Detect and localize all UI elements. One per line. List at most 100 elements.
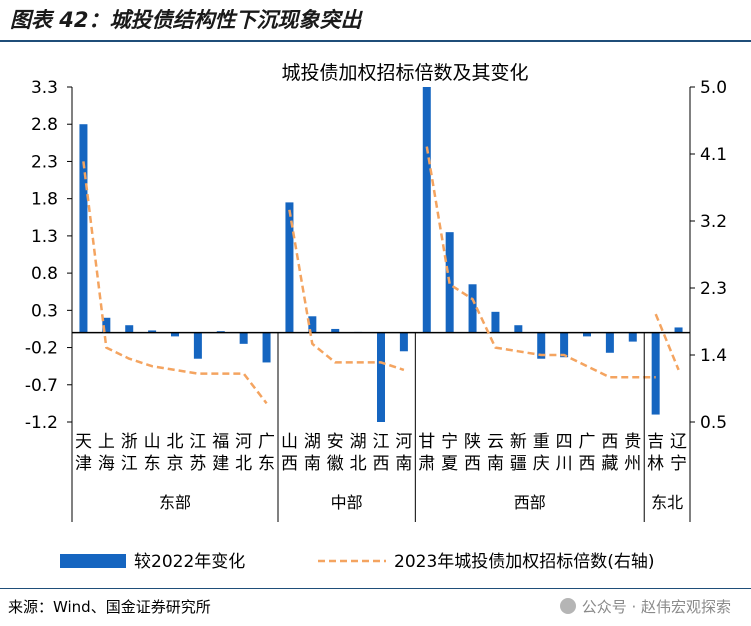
x-tick-label: 上	[98, 432, 115, 452]
y-right-tick-label: 3.2	[700, 212, 727, 232]
x-tick-label: 南	[395, 454, 412, 474]
legend-bar-swatch	[60, 554, 126, 568]
bar	[262, 332, 271, 363]
bar	[79, 124, 88, 333]
legend-line-label: 2023年城投债加权招标倍数(右轴)	[394, 552, 655, 572]
group-label: 西部	[514, 493, 546, 512]
bar	[377, 332, 385, 422]
bar	[628, 332, 637, 342]
x-tick-label: 安	[327, 432, 344, 452]
x-tick-label: 吉	[647, 432, 664, 452]
bar	[491, 311, 500, 333]
x-tick-label: 南	[487, 454, 504, 474]
bar	[674, 327, 683, 333]
x-tick-label: 新	[510, 432, 527, 452]
x-tick-label: 肃	[418, 454, 435, 474]
x-tick-label: 津	[75, 454, 92, 474]
line-segment	[288, 209, 405, 372]
x-tick-label: 西	[373, 454, 390, 474]
x-tick-label: 州	[624, 454, 641, 474]
x-tick-label: 甘	[418, 432, 435, 452]
x-tick-label: 夏	[441, 454, 458, 474]
x-tick-label: 藏	[601, 454, 618, 474]
x-tick-label: 福	[212, 432, 229, 452]
x-tick-label: 广	[579, 432, 596, 452]
x-tick-label: 湖	[304, 432, 321, 452]
bar	[239, 332, 248, 344]
x-tick-label: 疆	[510, 454, 527, 474]
group-label: 东北	[651, 493, 683, 512]
x-tick-label: 云	[487, 432, 504, 452]
bar	[399, 332, 408, 352]
y-right-tick-label: 2.3	[700, 279, 727, 299]
watermark-text: 公众号 · 赵伟宏观探索	[581, 598, 731, 616]
x-tick-label: 林	[647, 454, 664, 474]
chart-title: 城投债加权招标倍数及其变化	[281, 62, 528, 84]
y-left-tick-label: 2.8	[31, 115, 58, 135]
bar	[102, 317, 111, 333]
x-tick-label: 东	[258, 454, 275, 474]
x-tick-label: 宁	[670, 454, 687, 474]
source-note: 来源：Wind、国金证券研究所	[8, 598, 211, 616]
bar	[605, 332, 614, 353]
group-label: 中部	[331, 493, 363, 512]
x-tick-label: 贵	[624, 432, 641, 452]
y-right-tick-label: 0.5	[700, 413, 727, 433]
bar	[331, 328, 340, 333]
x-tick-label: 建	[212, 454, 229, 474]
x-tick-label: 京	[167, 454, 184, 474]
legend: 较2022年变化 2023年城投债加权招标倍数(右轴)	[60, 552, 655, 572]
bottom-rule	[0, 588, 751, 589]
x-tick-label: 西	[281, 454, 298, 474]
bar	[285, 202, 294, 333]
bar	[422, 87, 431, 333]
x-tick-label: 东	[144, 454, 161, 474]
x-tick-label: 山	[281, 432, 298, 452]
x-tick-label: 西	[579, 454, 596, 474]
line-segment	[82, 161, 268, 405]
y-left-tick-label: -1.2	[25, 413, 58, 433]
bar	[125, 325, 134, 333]
x-tick-label: 重	[533, 432, 550, 452]
x-tick-label: 苏	[189, 454, 206, 474]
y-left-tick-label: 3.3	[31, 78, 58, 98]
x-tick-label: 浙	[121, 432, 138, 452]
y-left-tick-label: -0.2	[25, 339, 58, 359]
x-tick-label: 广	[258, 432, 275, 452]
x-tick-label: 西	[464, 454, 481, 474]
x-tick-label: 江	[373, 432, 390, 452]
x-tick-label: 辽	[670, 432, 687, 452]
x-tick-label: 庆	[533, 454, 550, 474]
x-tick-label: 宁	[441, 432, 458, 452]
x-tick-label: 江	[189, 432, 206, 452]
y-left-tick-label: 0.8	[31, 264, 58, 284]
x-tick-label: 川	[556, 454, 573, 474]
bar	[468, 284, 477, 333]
bar	[560, 332, 569, 358]
bar	[193, 332, 202, 359]
x-tick-label: 海	[98, 454, 115, 474]
top-rule	[0, 40, 751, 42]
bar	[651, 332, 660, 415]
bar	[148, 330, 157, 333]
line-segment	[425, 146, 656, 379]
x-tick-label: 北	[350, 454, 367, 474]
group-label: 东部	[159, 493, 191, 512]
x-tick-label: 北	[167, 432, 184, 452]
y-left-tick-label: 2.3	[31, 152, 58, 172]
y-left-tick-label: 0.3	[31, 301, 58, 321]
watermark: 公众号 · 赵伟宏观探索	[559, 596, 731, 617]
y-left-tick-label: 1.3	[31, 227, 58, 247]
chart: 城投债加权招标倍数及其变化 3.3 2.8 2.3 1.8 1.3 0.8 0.3 -0.2 -…	[25, 62, 727, 572]
y-right-tick-label: 5.0	[700, 78, 727, 98]
y-right-tick-label: 1.4	[700, 346, 727, 366]
x-tick-label: 江	[121, 454, 138, 474]
figure-title: 图表 42：城投债结构性下沉现象突出	[10, 8, 362, 32]
x-tick-label: 山	[144, 432, 161, 452]
wechat-icon	[559, 598, 576, 614]
x-tick-label: 河	[395, 432, 412, 452]
x-tick-label: 徽	[327, 454, 344, 474]
x-tick-label: 西	[601, 432, 618, 452]
legend-bar-label: 较2022年变化	[134, 552, 245, 572]
bar	[308, 316, 317, 333]
